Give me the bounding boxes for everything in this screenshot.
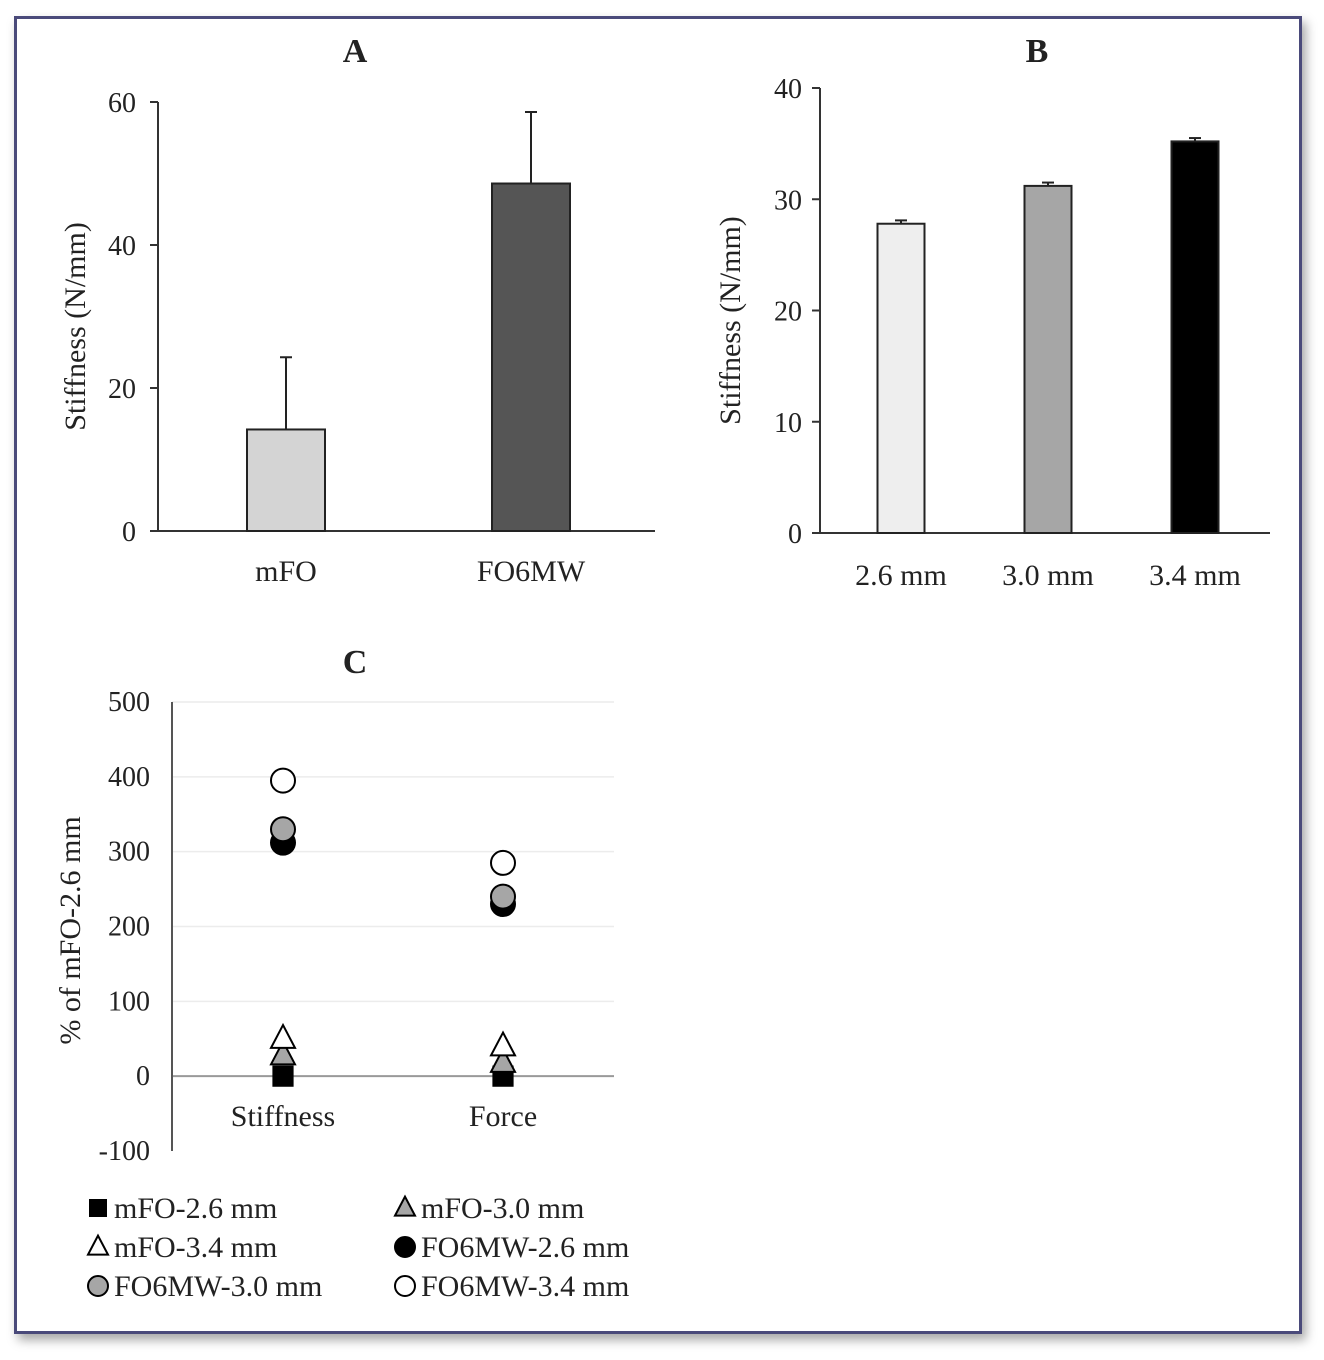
legend-marker [394, 1275, 416, 1297]
y-axis-label: Stiffness (N/mm) [59, 222, 92, 431]
panel-b: B 0 10 20 30 40 Stiffness (N/mm) 2.6 mm 3.0 mm 3.… [714, 33, 1270, 592]
legend-label: mFO-3.4 mm [114, 1231, 277, 1264]
panel-title: B [1026, 33, 1049, 70]
bar [876, 222, 926, 534]
data-point [489, 1030, 517, 1057]
x-tick-label: 3.4 mm [1149, 559, 1241, 592]
x-tick-label: Force [469, 1100, 537, 1133]
y-tick-label: 200 [108, 912, 150, 943]
bar [246, 428, 326, 532]
data-point [490, 883, 516, 910]
panel-c: C -100 0 100 200 300 400 500 % of mFO-2.6 mm Stif… [54, 644, 629, 1303]
y-axis-label: Stiffness (N/mm) [714, 216, 747, 425]
x-tick-label: Stiffness [231, 1100, 335, 1133]
data-point [272, 1065, 294, 1087]
bar [491, 182, 571, 532]
y-tick-label: 500 [108, 687, 150, 718]
y-axis-label: % of mFO-2.6 mm [54, 816, 87, 1044]
legend: mFO-2.6 mm mFO-3.0 mm mFO-3.4 mm FO6MW-2.6 … [86, 1192, 629, 1303]
legend-marker [87, 1275, 109, 1297]
data-point [270, 767, 296, 794]
y-tick-label: 20 [774, 297, 802, 328]
y-tick-label: 10 [774, 408, 802, 439]
figure-frame [14, 16, 1302, 1334]
x-tick-label: 2.6 mm [855, 559, 947, 592]
legend-marker [89, 1199, 107, 1217]
y-tick-label: 40 [774, 74, 802, 105]
legend-marker [86, 1233, 110, 1256]
y-tick-label: -100 [99, 1136, 150, 1167]
x-tick-label: mFO [255, 555, 317, 588]
bar [1170, 140, 1220, 534]
y-tick-label: 300 [108, 837, 150, 868]
y-tick-label: 20 [108, 374, 136, 405]
y-tick-label: 30 [774, 185, 802, 216]
legend-label: FO6MW-2.6 mm [421, 1231, 629, 1264]
legend-label: FO6MW-3.4 mm [421, 1270, 629, 1303]
y-tick-label: 100 [108, 986, 150, 1017]
y-tick-label: 0 [788, 519, 802, 550]
legend-marker [394, 1236, 416, 1258]
legend-marker [393, 1194, 417, 1217]
x-tick-label: FO6MW [477, 555, 586, 588]
y-tick-label: 60 [108, 88, 136, 119]
y-tick-label: 40 [108, 231, 136, 262]
legend-label: FO6MW-3.0 mm [114, 1270, 322, 1303]
data-point [270, 816, 296, 843]
panel-title: A [343, 33, 368, 70]
y-tick-label: 0 [136, 1061, 150, 1092]
bar [1023, 184, 1073, 534]
x-tick-label: 3.0 mm [1002, 559, 1094, 592]
data-point [489, 1046, 517, 1073]
data-point [490, 849, 516, 876]
panel-title: C [343, 644, 368, 681]
legend-label: mFO-2.6 mm [114, 1192, 277, 1225]
y-tick-label: 400 [108, 762, 150, 793]
data-point [269, 1039, 297, 1066]
data-point [269, 1022, 297, 1049]
legend-label: mFO-3.0 mm [421, 1192, 584, 1225]
panel-a: A 0 20 40 60 Stiffness (N/mm) mFO FO6MW [59, 33, 655, 588]
y-tick-label: 0 [122, 517, 136, 548]
